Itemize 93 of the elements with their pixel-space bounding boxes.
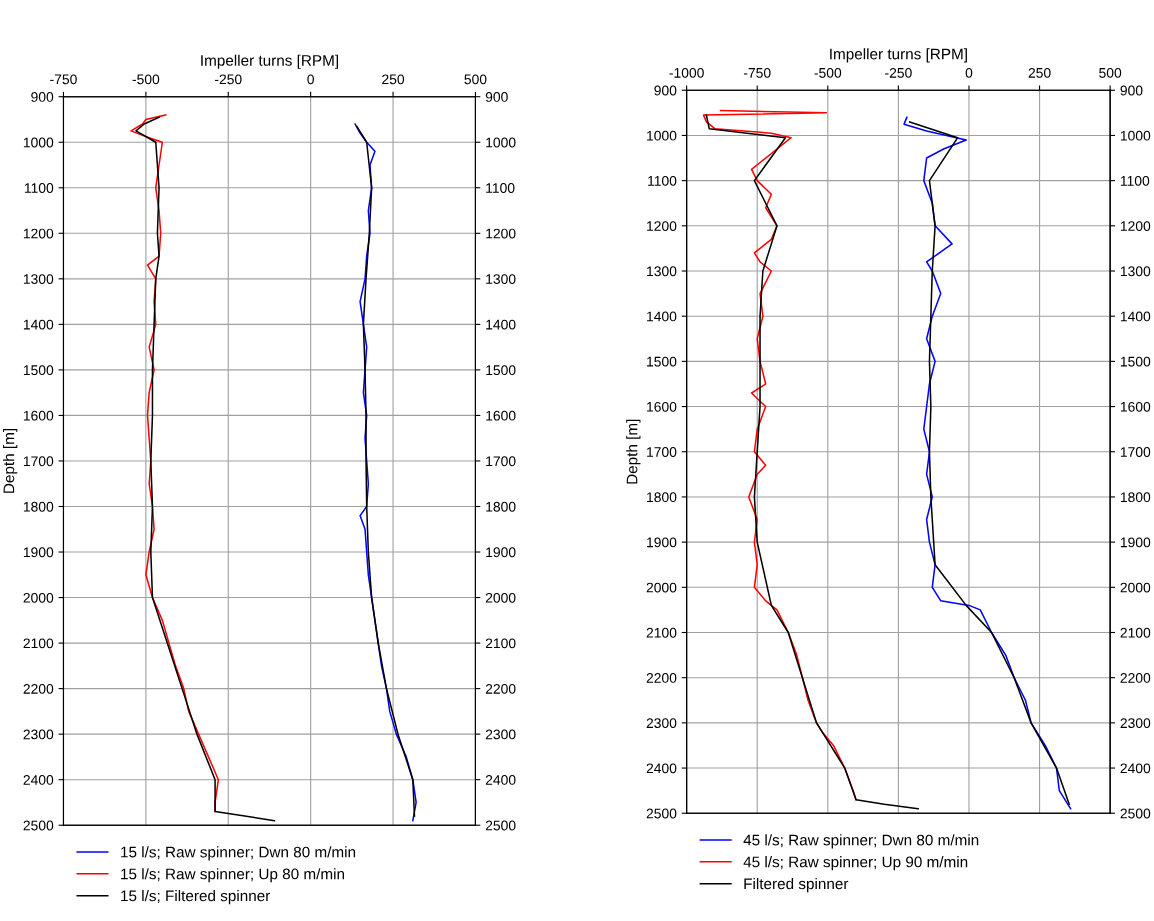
y-tick-label: 1000: [23, 137, 54, 148]
x-axis-title: Impeller turns [RPM]: [201, 54, 338, 69]
y2-tick-label: 1100: [486, 183, 515, 193]
y2-tick-label: 1600: [1120, 401, 1151, 412]
y-tick-label: 2400: [646, 763, 677, 774]
y-tick-label: 1300: [23, 274, 54, 284]
y2-tick-label: 1400: [486, 319, 516, 330]
y2-tick-label: 2500: [485, 820, 516, 831]
y-tick-label: 1000: [647, 130, 677, 141]
y-tick-label: 1800: [23, 501, 54, 512]
x-axis-title: Impeller turns [RPM]: [830, 48, 967, 63]
x-tick-label: 0: [965, 67, 973, 78]
y2-tick-label: 1700: [486, 456, 516, 467]
y-tick-label: 2100: [23, 638, 54, 649]
y-tick-label: 2300: [23, 729, 54, 740]
y2-tick-label: 1700: [1120, 447, 1151, 457]
legend-label: 15 l/s; Raw spinner; Dwn 80 m/min: [121, 846, 356, 861]
y2-tick-label: 1900: [486, 547, 516, 558]
y-tick-label: 1700: [23, 456, 54, 467]
y-tick-label: 1800: [647, 492, 677, 503]
y-axis-title: Depth [m]: [626, 419, 641, 484]
y-tick-label: 1600: [23, 410, 54, 421]
y-axis-title: Depth [m]: [3, 428, 18, 493]
y2-tick-label: 2100: [1120, 627, 1151, 638]
y2-tick-label: 1300: [1120, 266, 1151, 277]
x-tick-label: -750: [743, 67, 771, 78]
x-tick-label: -500: [132, 74, 160, 85]
y-tick-label: 2400: [23, 775, 54, 785]
y2-tick-label: 1800: [486, 501, 516, 512]
y2-tick-label: 2300: [485, 729, 516, 740]
y-tick-label: 2300: [646, 718, 677, 729]
y-tick-label: 900: [31, 92, 54, 102]
y2-tick-label: 900: [1120, 85, 1143, 96]
y-tick-label: 2000: [646, 582, 677, 593]
y-tick-label: 1200: [23, 228, 54, 239]
y2-tick-label: 1300: [486, 274, 516, 284]
y-tick-label: 1100: [648, 175, 677, 186]
legend-label: 15 l/s; Raw spinner; Up 80 m/min: [121, 868, 345, 883]
y-tick-label: 1500: [647, 356, 677, 367]
legend-label: 15 l/s; Filtered spinner: [121, 890, 271, 905]
y-tick-label: 1100: [24, 183, 54, 193]
y-tick-label: 1600: [647, 401, 677, 412]
line-series: [903, 116, 1072, 810]
y2-tick-label: 1400: [1120, 311, 1151, 322]
y2-tick-label: 2000: [485, 592, 516, 603]
x-tick-label: -750: [50, 74, 77, 85]
y2-tick-label: 2200: [1120, 673, 1151, 683]
y-tick-label: 1400: [23, 319, 54, 330]
y2-tick-label: 2000: [1120, 582, 1151, 593]
y-tick-label: 2500: [23, 820, 54, 831]
legend-label: Filtered spinner: [744, 877, 849, 893]
y2-tick-label: 1800: [1120, 492, 1151, 503]
y2-tick-label: 2300: [1120, 718, 1151, 729]
x-tick-label: -1000: [669, 67, 704, 78]
x-tick-label: -250: [214, 74, 242, 85]
x-tick-label: -250: [885, 67, 912, 78]
y2-tick-label: 1200: [486, 228, 516, 239]
x-tick-label: 500: [464, 74, 487, 85]
y2-tick-label: 1600: [486, 410, 516, 421]
legend-label: 45 l/s; Raw spinner; Dwn 80 m/min: [743, 834, 979, 849]
y2-tick-label: 2100: [485, 638, 516, 649]
y-tick-label: 1300: [647, 266, 677, 277]
y2-tick-label: 900: [485, 92, 508, 102]
y-tick-label: 2000: [23, 592, 54, 603]
x-tick-label: 0: [307, 74, 314, 85]
y-tick-label: 1900: [647, 537, 677, 548]
y2-tick-label: 1500: [1120, 356, 1151, 367]
legend-label: 45 l/s; Raw spinner; Up 90 m/min: [743, 856, 968, 871]
x-tick-label: -500: [814, 67, 842, 78]
y2-tick-label: 1000: [486, 137, 516, 148]
y-tick-label: 1700: [647, 447, 677, 457]
x-tick-label: 250: [382, 74, 405, 85]
y-tick-label: 900: [654, 85, 677, 96]
y-tick-label: 1200: [647, 221, 677, 231]
y2-tick-label: 2400: [485, 775, 516, 785]
y2-tick-label: 2400: [1120, 763, 1151, 774]
y2-tick-label: 2200: [485, 683, 516, 694]
y-tick-label: 1900: [23, 547, 54, 558]
y-tick-label: 2500: [646, 808, 677, 819]
y-tick-label: 2200: [646, 673, 677, 683]
y2-tick-label: 1000: [1120, 130, 1151, 141]
line-series: [702, 109, 857, 801]
y-tick-label: 2100: [646, 627, 677, 638]
y2-tick-label: 1500: [486, 365, 516, 376]
y-tick-label: 2200: [23, 683, 54, 694]
y2-tick-label: 2500: [1120, 808, 1151, 819]
y2-tick-label: 1900: [1120, 537, 1151, 548]
x-tick-label: 250: [1028, 67, 1051, 78]
x-tick-label: 500: [1099, 67, 1122, 78]
y2-tick-label: 1200: [1120, 221, 1151, 231]
y2-tick-label: 1100: [1120, 175, 1150, 186]
y-tick-label: 1400: [647, 311, 677, 322]
y-tick-label: 1500: [23, 365, 54, 376]
